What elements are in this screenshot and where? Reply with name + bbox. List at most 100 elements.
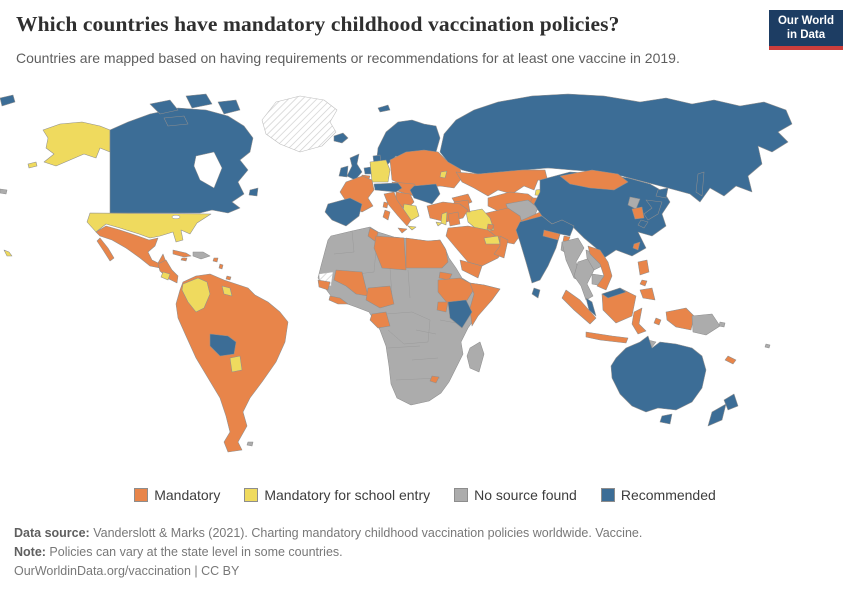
country-java[interactable] [585, 331, 629, 344]
country-moldova[interactable] [439, 170, 448, 179]
country-sri-lanka[interactable] [531, 287, 541, 299]
country-germany[interactable] [369, 159, 391, 183]
country-hawaii[interactable] [3, 249, 13, 257]
legend-item-recommended[interactable]: Recommended [600, 487, 716, 503]
country-iceland[interactable] [333, 132, 349, 144]
country-sierra-leone-liberia[interactable] [328, 295, 349, 305]
country-philippines-visayas[interactable] [639, 279, 648, 287]
country-united-states[interactable] [86, 212, 212, 243]
country-cuba[interactable] [172, 249, 192, 258]
country-saudi-arabia[interactable] [445, 225, 507, 267]
country-solomon-islands[interactable] [718, 321, 726, 328]
country-kuwait[interactable] [486, 223, 495, 231]
country-new-zealand-south[interactable] [707, 403, 727, 427]
legend-item-no-source[interactable]: No source found [454, 487, 577, 503]
country-guyana[interactable] [221, 285, 233, 297]
country-malaysia-borneo[interactable] [601, 287, 627, 299]
country-west-papua[interactable] [665, 307, 695, 331]
country-sulawesi[interactable] [631, 307, 647, 335]
country-moluccas[interactable] [653, 317, 662, 326]
country-gabon[interactable] [369, 311, 391, 329]
country-papua-new-guinea[interactable] [691, 313, 721, 336]
country-fiji[interactable] [764, 343, 771, 349]
country-iraq[interactable] [465, 208, 495, 233]
country-canada-arctic-1[interactable] [149, 99, 179, 115]
country-nigeria[interactable] [365, 285, 395, 309]
country-taiwan[interactable] [632, 241, 641, 251]
country-crete[interactable] [407, 225, 417, 231]
country-philippines-mindanao[interactable] [639, 287, 656, 301]
country-paraguay[interactable] [229, 355, 243, 373]
country-kazakhstan[interactable] [455, 169, 549, 197]
country-mexico[interactable] [95, 225, 167, 269]
owid-logo[interactable]: Our World in Data [768, 10, 843, 50]
country-svalbard[interactable] [377, 104, 391, 113]
country-madagascar[interactable] [466, 341, 485, 373]
country-mongolia[interactable] [559, 169, 629, 191]
legend-item-school-entry[interactable]: Mandatory for school entry [244, 487, 430, 503]
country-vietnam[interactable] [587, 245, 613, 291]
country-island-sliver[interactable] [0, 188, 8, 195]
country-baja-california[interactable] [96, 237, 115, 262]
country-libya[interactable] [373, 235, 407, 271]
country-newfoundland[interactable] [248, 187, 259, 197]
country-japan-honshu[interactable] [643, 199, 663, 221]
country-central-america[interactable] [157, 259, 179, 284]
country-sicily[interactable] [397, 227, 408, 234]
country-canada[interactable] [109, 107, 254, 214]
country-tasmania[interactable] [659, 413, 673, 425]
country-lesser-antilles-1[interactable] [212, 257, 219, 263]
country-kenya[interactable] [447, 299, 473, 329]
country-eswatini[interactable] [429, 375, 440, 384]
country-israel[interactable] [440, 211, 448, 226]
country-sumatra[interactable] [561, 289, 597, 325]
country-new-zealand-north[interactable] [723, 393, 739, 411]
country-south-korea[interactable] [631, 206, 645, 220]
country-russia-west-sliver[interactable] [0, 94, 16, 107]
country-jordan[interactable] [447, 211, 461, 227]
legend-item-mandatory[interactable]: Mandatory [134, 487, 220, 503]
country-switzerland-austria[interactable] [373, 182, 403, 193]
country-corsica[interactable] [382, 201, 389, 209]
country-jamaica[interactable] [180, 257, 188, 262]
country-australia[interactable] [610, 335, 707, 413]
country-falkland-islands[interactable] [246, 441, 254, 447]
country-trinidad[interactable] [225, 275, 232, 281]
country-cyprus[interactable] [435, 221, 443, 227]
country-mali[interactable] [333, 269, 369, 297]
country-nepal[interactable] [542, 229, 561, 241]
country-colombia[interactable] [181, 277, 211, 313]
country-ireland[interactable] [338, 165, 349, 178]
country-bolivia[interactable] [209, 333, 237, 357]
country-new-caledonia[interactable] [724, 355, 737, 365]
country-canada-arctic-3[interactable] [217, 99, 241, 115]
country-alaska[interactable] [42, 121, 111, 167]
country-romania-bulgaria[interactable] [409, 183, 441, 205]
country-costa-rica[interactable] [160, 271, 171, 281]
country-japan-kyushu[interactable] [637, 219, 649, 229]
country-philippines-luzon[interactable] [637, 259, 650, 276]
country-greenland[interactable] [261, 95, 338, 153]
country-lesser-antilles-2[interactable] [218, 263, 224, 270]
country-sakhalin[interactable] [695, 171, 705, 197]
country-spain-portugal[interactable] [324, 197, 363, 227]
country-aleutians[interactable] [27, 161, 38, 169]
world-map[interactable] [0, 90, 850, 490]
owid-url-link[interactable]: OurWorldinData.org/vaccination [14, 564, 191, 578]
country-india[interactable] [515, 215, 575, 284]
country-uganda[interactable] [436, 301, 449, 313]
country-japan-hokkaido[interactable] [655, 187, 669, 199]
country-oman[interactable] [493, 235, 509, 259]
country-canada-arctic-2[interactable] [185, 93, 213, 109]
country-italy[interactable] [383, 191, 412, 227]
country-egypt[interactable] [405, 237, 449, 269]
country-sardinia[interactable] [382, 209, 391, 221]
country-hispaniola[interactable] [192, 251, 211, 260]
country-malaysia-peninsula[interactable] [585, 297, 597, 317]
country-somalia[interactable] [469, 282, 501, 327]
country-senegal[interactable] [317, 279, 331, 291]
country-yemen[interactable] [459, 259, 483, 279]
country-canada-arctic-4[interactable] [163, 115, 189, 127]
country-united-kingdom[interactable] [346, 153, 363, 181]
